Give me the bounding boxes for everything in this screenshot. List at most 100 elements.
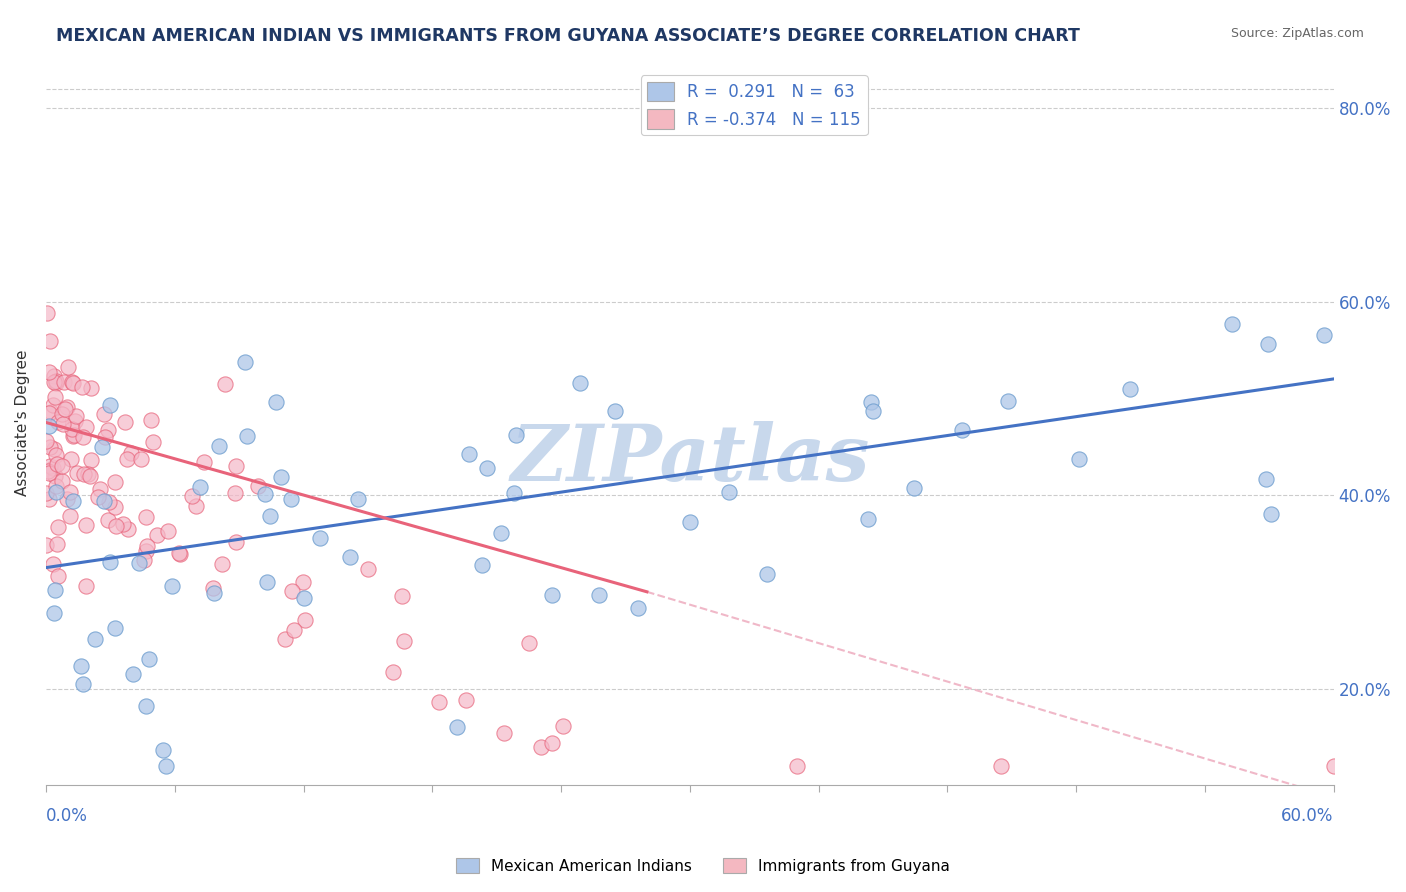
Point bbox=[756, 566, 779, 581]
Point bbox=[89, 482, 111, 496]
Point bbox=[84, 632, 107, 647]
Point bbox=[52, 375, 75, 389]
Point bbox=[679, 515, 702, 529]
Point bbox=[93, 494, 115, 508]
Point bbox=[470, 558, 492, 573]
Point bbox=[41, 557, 63, 571]
Point bbox=[44, 582, 66, 597]
Point bbox=[42, 398, 65, 412]
Point bbox=[59, 509, 82, 524]
Point bbox=[98, 555, 121, 569]
Point bbox=[115, 451, 138, 466]
Point bbox=[136, 539, 159, 553]
Point bbox=[308, 531, 330, 545]
Point bbox=[46, 569, 69, 583]
Point bbox=[155, 759, 177, 773]
Point bbox=[392, 633, 415, 648]
Point bbox=[94, 429, 117, 443]
Point bbox=[256, 574, 278, 589]
Point bbox=[122, 667, 145, 681]
Point bbox=[70, 380, 93, 394]
Point bbox=[35, 538, 58, 552]
Point bbox=[72, 430, 94, 444]
Point bbox=[35, 434, 58, 448]
Point bbox=[77, 467, 100, 482]
Point bbox=[129, 451, 152, 466]
Legend: R =  0.291   N =  63, R = -0.374   N = 115: R = 0.291 N = 63, R = -0.374 N = 115 bbox=[641, 75, 868, 136]
Point bbox=[235, 355, 257, 369]
Point bbox=[114, 415, 136, 429]
Point bbox=[551, 719, 574, 733]
Point bbox=[45, 536, 67, 550]
Point bbox=[184, 499, 207, 513]
Point bbox=[60, 375, 83, 389]
Point bbox=[51, 474, 73, 488]
Text: MEXICAN AMERICAN INDIAN VS IMMIGRANTS FROM GUYANA ASSOCIATE’S DEGREE CORRELATION: MEXICAN AMERICAN INDIAN VS IMMIGRANTS FR… bbox=[56, 27, 1080, 45]
Point bbox=[391, 589, 413, 603]
Point bbox=[65, 409, 87, 424]
Point bbox=[38, 440, 60, 454]
Point bbox=[138, 651, 160, 665]
Point bbox=[135, 698, 157, 713]
Point bbox=[93, 407, 115, 421]
Point bbox=[80, 453, 103, 467]
Point bbox=[1119, 382, 1142, 396]
Point bbox=[541, 588, 564, 602]
Point bbox=[66, 466, 89, 480]
Point bbox=[190, 480, 212, 494]
Y-axis label: Associate's Degree: Associate's Degree bbox=[15, 349, 30, 496]
Point bbox=[1260, 507, 1282, 521]
Point bbox=[997, 394, 1019, 409]
Point bbox=[80, 381, 103, 395]
Point bbox=[235, 429, 257, 443]
Point bbox=[502, 486, 524, 500]
Point bbox=[1254, 472, 1277, 486]
Point bbox=[97, 512, 120, 526]
Point bbox=[38, 365, 60, 379]
Text: Source: ZipAtlas.com: Source: ZipAtlas.com bbox=[1230, 27, 1364, 40]
Point bbox=[45, 448, 67, 462]
Point bbox=[456, 692, 478, 706]
Point bbox=[38, 419, 60, 434]
Point bbox=[38, 466, 60, 480]
Text: ZIPatlas: ZIPatlas bbox=[510, 420, 869, 497]
Point bbox=[104, 500, 127, 514]
Point bbox=[73, 467, 96, 481]
Point bbox=[112, 516, 135, 531]
Point bbox=[35, 306, 58, 320]
Point bbox=[44, 469, 66, 483]
Point bbox=[193, 455, 215, 469]
Point bbox=[75, 518, 97, 533]
Point bbox=[530, 739, 553, 754]
Point bbox=[202, 586, 225, 600]
Point bbox=[181, 489, 204, 503]
Point bbox=[42, 442, 65, 456]
Point bbox=[475, 461, 498, 475]
Point bbox=[427, 695, 450, 709]
Point bbox=[117, 522, 139, 536]
Point bbox=[291, 575, 314, 590]
Point bbox=[62, 494, 84, 508]
Point bbox=[283, 623, 305, 637]
Point bbox=[39, 405, 62, 419]
Point bbox=[950, 423, 973, 437]
Point bbox=[132, 553, 155, 567]
Point bbox=[381, 665, 404, 680]
Point bbox=[517, 636, 540, 650]
Point bbox=[87, 490, 110, 504]
Point bbox=[45, 479, 67, 493]
Point bbox=[270, 470, 292, 484]
Point bbox=[63, 428, 86, 442]
Point bbox=[51, 458, 73, 473]
Point bbox=[1313, 328, 1336, 343]
Point bbox=[105, 519, 128, 533]
Point bbox=[568, 376, 591, 391]
Point bbox=[259, 509, 281, 524]
Point bbox=[128, 556, 150, 570]
Point bbox=[202, 582, 225, 596]
Point bbox=[135, 544, 157, 558]
Point bbox=[786, 759, 808, 773]
Point bbox=[254, 487, 277, 501]
Point bbox=[489, 526, 512, 541]
Point bbox=[157, 524, 180, 538]
